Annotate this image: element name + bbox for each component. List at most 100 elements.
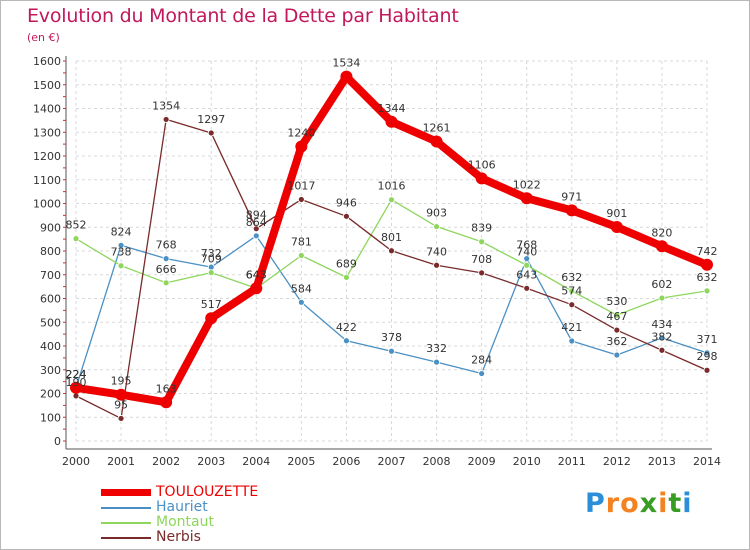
legend-label: Nerbis [156, 529, 201, 545]
data-point-toulouzette [250, 282, 263, 295]
data-label-hauriet: 421 [561, 321, 582, 334]
data-point-toulouzette [475, 172, 488, 185]
data-label-nerbis: 190 [66, 376, 87, 389]
y-tick-label: 1400 [33, 103, 61, 116]
data-point-montaut [207, 269, 215, 277]
data-point-montaut [703, 287, 711, 295]
data-label-toulouzette: 643 [246, 268, 267, 281]
data-point-nerbis [207, 129, 215, 137]
data-label-montaut: 632 [697, 271, 718, 284]
data-point-hauriet [117, 241, 125, 249]
data-label-toulouzette: 1022 [513, 178, 541, 191]
legend-swatch [101, 507, 151, 509]
data-point-hauriet [433, 358, 440, 366]
x-tick-label: 2002 [152, 455, 180, 468]
data-point-nerbis [388, 247, 395, 255]
data-label-nerbis: 1354 [152, 99, 180, 112]
data-point-nerbis [343, 212, 350, 220]
x-tick-label: 2004 [242, 455, 270, 468]
x-tick-label: 2013 [648, 455, 676, 468]
data-point-montaut [297, 252, 305, 259]
y-tick-label: 900 [40, 221, 61, 234]
data-point-hauriet [658, 334, 666, 342]
data-point-toulouzette [610, 221, 623, 234]
data-label-montaut: 530 [606, 295, 627, 308]
data-label-montaut: 709 [201, 253, 222, 266]
logo-letter: P [585, 488, 606, 519]
data-point-toulouzette [115, 388, 128, 401]
legend-label: Hauriet [156, 499, 208, 515]
data-point-nerbis [703, 366, 711, 374]
data-label-montaut: 689 [336, 257, 357, 270]
data-point-montaut [343, 273, 350, 281]
x-tick-label: 2005 [287, 455, 315, 468]
data-label-nerbis: 95 [114, 398, 128, 411]
legend-item-montaut: Montaut [101, 515, 401, 530]
data-point-hauriet [388, 347, 395, 355]
data-point-nerbis [478, 269, 486, 277]
data-point-toulouzette [520, 192, 533, 205]
data-point-montaut [162, 279, 170, 287]
data-point-nerbis [297, 196, 305, 203]
data-label-nerbis: 708 [471, 253, 492, 266]
data-label-hauriet: 732 [201, 247, 222, 260]
y-tick-label: 200 [40, 388, 61, 401]
data-point-hauriet [613, 351, 621, 359]
data-point-hauriet [703, 349, 711, 357]
x-tick-label: 2001 [107, 455, 135, 468]
data-label-nerbis: 574 [561, 285, 582, 298]
data-point-nerbis [658, 346, 666, 354]
data-point-hauriet [162, 255, 170, 263]
data-point-toulouzette [385, 115, 398, 128]
legend-item-hauriet: Hauriet [101, 500, 401, 515]
data-label-hauriet: 768 [516, 239, 537, 252]
data-label-montaut: 740 [516, 245, 537, 258]
data-label-hauriet: 284 [471, 354, 492, 367]
y-tick-label: 100 [40, 411, 61, 424]
x-tick-label: 2000 [62, 455, 90, 468]
data-point-toulouzette [340, 70, 353, 83]
legend-item-toulouzette: TOULOUZETTE [101, 485, 401, 500]
data-label-toulouzette: 901 [606, 207, 627, 220]
data-point-nerbis [117, 415, 125, 422]
data-label-nerbis: 298 [697, 350, 718, 363]
x-tick-label: 2011 [558, 455, 586, 468]
data-point-montaut [613, 311, 621, 319]
data-label-nerbis: 740 [426, 245, 447, 258]
data-label-nerbis: 1017 [287, 179, 315, 192]
data-label-toulouzette: 820 [651, 226, 672, 239]
data-point-nerbis [523, 284, 531, 292]
logo-letter: o [620, 488, 640, 519]
x-tick-label: 2007 [378, 455, 406, 468]
y-tick-label: 500 [40, 316, 61, 329]
data-label-toulouzette: 195 [111, 375, 132, 388]
data-point-toulouzette [295, 140, 308, 153]
data-point-hauriet [478, 370, 486, 377]
data-label-montaut: 1016 [378, 180, 406, 193]
data-label-toulouzette: 1261 [423, 122, 451, 135]
data-label-montaut: 738 [111, 246, 132, 259]
data-label-toulouzette: 971 [561, 190, 582, 203]
chart-title: Evolution du Montant de la Dette par Hab… [27, 5, 459, 27]
logo-letter: r [605, 488, 621, 519]
logo-letter: i [682, 488, 693, 519]
data-point-hauriet [252, 232, 260, 240]
data-label-hauriet: 584 [291, 282, 312, 295]
data-label-montaut: 666 [156, 263, 177, 276]
data-point-nerbis [613, 326, 621, 334]
y-tick-label: 1100 [33, 174, 61, 187]
data-point-toulouzette [655, 240, 668, 253]
data-point-toulouzette [430, 135, 443, 148]
data-label-nerbis: 894 [246, 209, 267, 222]
y-tick-label: 1300 [33, 126, 61, 139]
data-point-nerbis [568, 301, 576, 309]
data-label-nerbis: 801 [381, 231, 402, 244]
legend-swatch [101, 522, 151, 524]
y-tick-label: 1600 [33, 55, 61, 68]
data-point-montaut [433, 223, 440, 230]
x-tick-label: 2006 [332, 455, 360, 468]
legend: TOULOUZETTE Hauriet Montaut Nerbis [101, 485, 401, 545]
data-label-montaut: 852 [66, 219, 87, 232]
